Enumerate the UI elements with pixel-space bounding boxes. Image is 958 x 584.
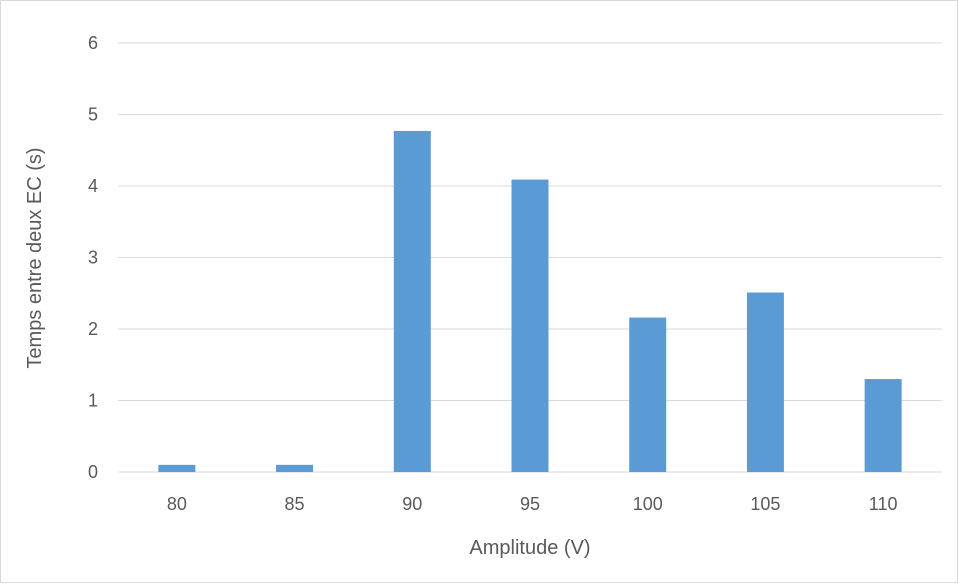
x-tick-label: 105	[750, 494, 780, 514]
y-tick-label: 1	[88, 391, 98, 411]
y-tick-label: 0	[88, 462, 98, 482]
x-axis-title: Amplitude (V)	[469, 537, 590, 559]
x-tick-label: 85	[285, 494, 305, 514]
bar-95	[511, 179, 549, 472]
y-tick-label: 4	[88, 176, 98, 196]
bar-90	[393, 130, 431, 472]
y-tick-label: 6	[88, 33, 98, 53]
y-tick-label: 5	[88, 105, 98, 125]
y-tick-labels: 0 1 2 3 4 5 6	[88, 33, 98, 482]
x-tick-label: 100	[633, 494, 663, 514]
bar-80	[158, 464, 196, 472]
y-tick-label: 3	[88, 248, 98, 268]
bar-100	[629, 317, 667, 472]
x-tick-label: 95	[520, 494, 540, 514]
bar-105	[746, 292, 784, 472]
y-tick-label: 2	[88, 319, 98, 339]
bar-110	[864, 379, 902, 472]
x-tick-label: 90	[402, 494, 422, 514]
x-tick-labels: 80 85 90 95 100 105 110	[167, 494, 898, 514]
bars	[158, 130, 902, 472]
bar-85	[276, 464, 314, 472]
x-tick-label: 80	[167, 494, 187, 514]
y-axis-title: Temps entre deux EC (s)	[24, 147, 46, 368]
x-tick-label: 110	[869, 494, 898, 514]
